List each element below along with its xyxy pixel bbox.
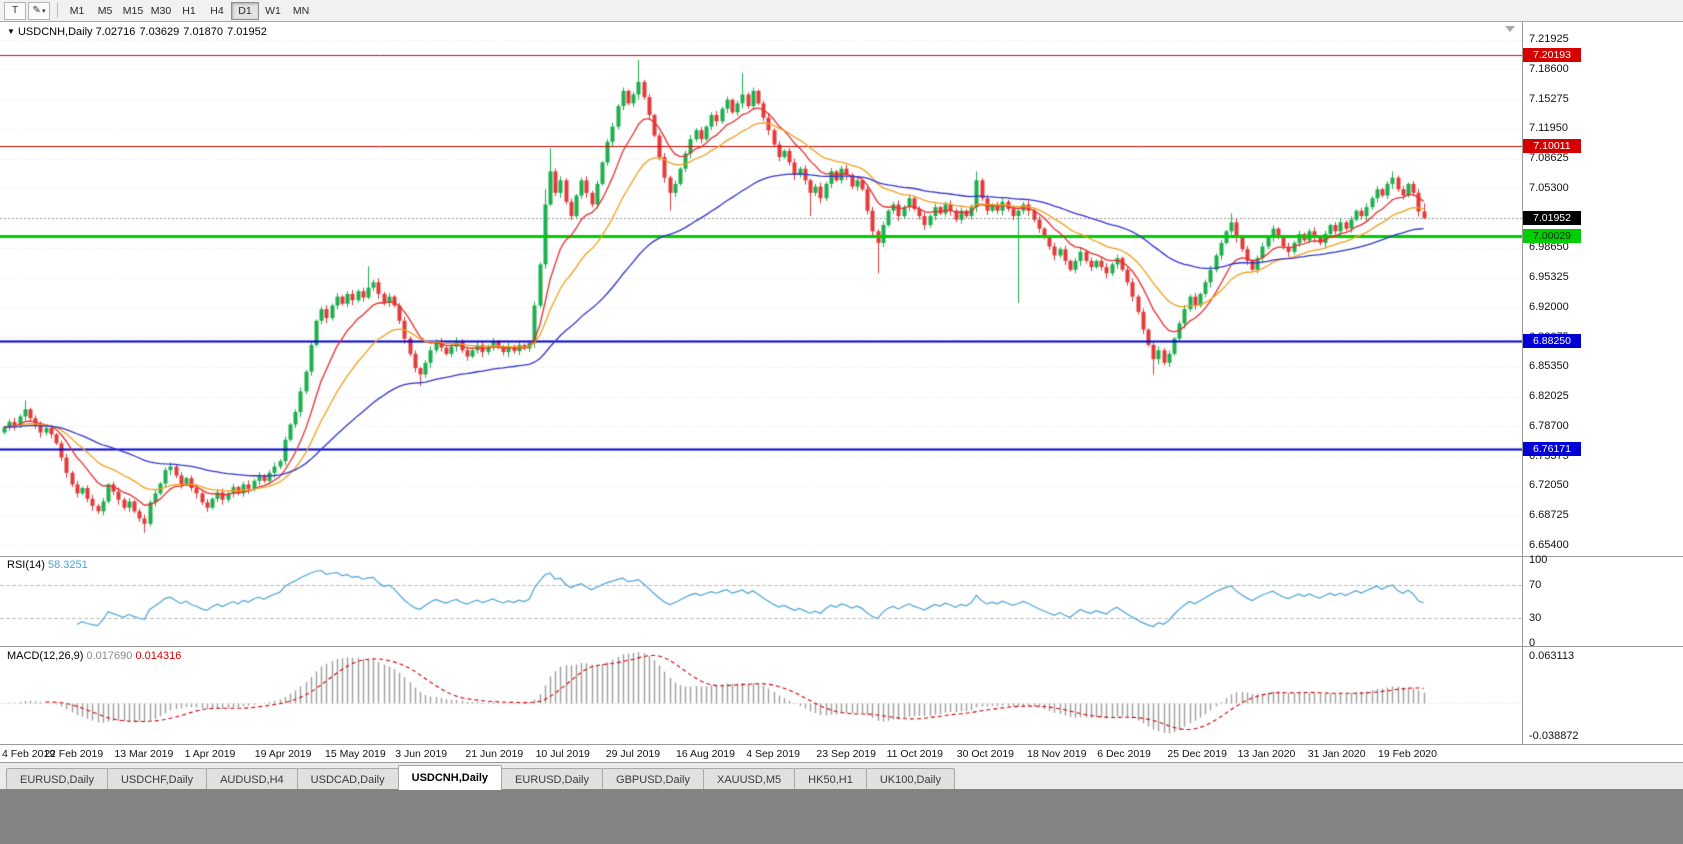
toolbar: T ✎ ▾ M1 M5 M15 M30 H1 H4 D1 W1 MN <box>0 0 1683 22</box>
chart-tab-1[interactable]: USDCHF,Daily <box>106 768 208 790</box>
price-tick-label: 6.95325 <box>1529 271 1569 284</box>
macd-indicator-label: MACD(12,26,9) 0.017690 0.014316 <box>7 650 181 662</box>
timeframe-button-m30[interactable]: M30 <box>150 4 172 17</box>
timeframe-button-m1[interactable]: M1 <box>69 4 85 17</box>
chart-shift-marker-icon <box>1505 26 1515 32</box>
draw-objects-button[interactable]: ✎ ▾ <box>28 1 50 20</box>
date-tick-label: 10 Jul 2019 <box>535 748 590 760</box>
window-bottom-strip <box>0 789 1683 844</box>
chevron-down-icon: ▾ <box>41 7 46 15</box>
macd-name: MACD(12,26,9) <box>7 650 84 662</box>
price-tick-label: 7.11950 <box>1529 122 1568 135</box>
chart-symbol-label: USDCNH,Daily <box>17 26 93 38</box>
timeframe-button-h1[interactable]: H1 <box>182 4 196 17</box>
chart-tab-4[interactable]: USDCNH,Daily <box>397 765 503 790</box>
main-chart-canvas[interactable] <box>0 22 1522 556</box>
date-tick-label: 18 Nov 2019 <box>1027 748 1087 760</box>
chart-tab-3[interactable]: USDCAD,Daily <box>296 768 399 790</box>
price-tick-label: 6.65400 <box>1529 538 1569 551</box>
date-tick-label: 22 Feb 2019 <box>44 748 104 760</box>
macd-main-value: 0.017690 <box>86 650 133 662</box>
rsi-tick-label: 70 <box>1529 579 1542 592</box>
time-axis[interactable]: 4 Feb 2019 22 Feb 2019 13 Mar 2019 1 Apr 20… <box>0 744 1683 763</box>
rsi-indicator-canvas[interactable] <box>0 557 1522 646</box>
timeframe-button-d1[interactable]: D1 <box>231 1 259 20</box>
date-tick-label: 15 May 2019 <box>325 748 386 760</box>
price-axis-divider <box>1522 22 1523 744</box>
price-tick-label: 6.92000 <box>1529 300 1569 313</box>
chart-tab-7[interactable]: XAUUSD,M5 <box>702 768 796 790</box>
timeframe-group: M1 M5 M15 M30 H1 H4 D1 W1 MN <box>63 1 315 20</box>
rsi-name: RSI(14) <box>7 559 45 571</box>
date-tick-label: 23 Sep 2019 <box>816 748 876 760</box>
template-button[interactable]: T <box>4 1 26 20</box>
price-level-badge: 6.76171 <box>1523 441 1581 456</box>
chart-tab-2[interactable]: AUDUSD,H4 <box>206 768 298 790</box>
timeframe-button-mn[interactable]: MN <box>292 4 310 17</box>
date-tick-label: 21 Jun 2019 <box>465 748 524 760</box>
chart-info-bar: ▼ USDCNH,Daily 7.02716 7.03629 7.01870 7… <box>7 26 268 38</box>
price-tick-label: 7.05300 <box>1529 181 1569 194</box>
chart-tab-9[interactable]: UK100,Daily <box>865 768 955 790</box>
macd-top-tick-label: 0.063113 <box>1529 650 1575 662</box>
chart-tab-6[interactable]: GBPUSD,Daily <box>602 768 704 790</box>
price-level-badge: 7.20193 <box>1523 48 1581 63</box>
date-tick-label: 19 Feb 2020 <box>1378 748 1437 760</box>
timeframe-button-w1[interactable]: W1 <box>265 4 281 17</box>
macd-signal-value: 0.014316 <box>135 650 182 662</box>
rsi-indicator-label: RSI(14) 58.3251 <box>7 559 88 571</box>
timeframe-button-m5[interactable]: M5 <box>97 4 113 17</box>
price-tick-label: 6.78700 <box>1529 419 1569 432</box>
date-tick-label: 30 Oct 2019 <box>956 748 1015 760</box>
chart-tab-bar: EURUSD,Daily USDCHF,Daily AUDUSD,H4 USDCAD,… <box>0 762 1683 790</box>
rsi-tick-label: 0 <box>1529 636 1536 649</box>
date-tick-label: 6 Dec 2019 <box>1097 748 1151 760</box>
date-tick-label: 31 Jan 2020 <box>1307 748 1366 760</box>
one-click-collapse-icon[interactable]: ▼ <box>7 27 15 36</box>
timeframe-button-m15[interactable]: M15 <box>122 4 144 17</box>
price-tick-label: 6.85350 <box>1529 360 1569 373</box>
ohlc-high: 7.03629 <box>139 26 180 38</box>
price-tick-label: 7.18600 <box>1529 62 1569 75</box>
toolbar-separator <box>57 3 58 18</box>
price-tick-label: 6.68725 <box>1529 509 1569 522</box>
date-tick-label: 16 Aug 2019 <box>676 748 735 760</box>
price-tick-label: 7.21925 <box>1529 33 1569 46</box>
macd-indicator-canvas[interactable] <box>0 647 1522 744</box>
macd-bottom-tick-label: -0.038872 <box>1529 730 1579 742</box>
ohlc-low: 7.01870 <box>183 26 224 38</box>
price-level-badge: 6.88250 <box>1523 333 1581 348</box>
panel-separator[interactable] <box>0 646 1683 647</box>
price-tick-label: 6.82025 <box>1529 390 1569 403</box>
date-tick-label: 13 Jan 2020 <box>1237 748 1296 760</box>
price-tick-label: 6.72050 <box>1529 479 1569 492</box>
rsi-tick-label: 30 <box>1529 611 1542 624</box>
chart-tab-5[interactable]: EURUSD,Daily <box>501 768 604 790</box>
date-tick-label: 1 Apr 2019 <box>184 748 236 760</box>
date-tick-label: 4 Feb 2019 <box>2 748 56 760</box>
date-tick-label: 25 Dec 2019 <box>1167 748 1227 760</box>
price-level-badge: 7.10011 <box>1523 139 1581 154</box>
date-tick-label: 4 Sep 2019 <box>746 748 800 760</box>
price-tick-label: 7.08625 <box>1529 152 1569 165</box>
ohlc-open: 7.02716 <box>95 26 136 38</box>
panel-separator[interactable] <box>0 556 1683 557</box>
rsi-value: 58.3251 <box>47 559 88 571</box>
current-price-badge: 7.01952 <box>1523 211 1581 226</box>
price-tick-label: 7.15275 <box>1529 92 1569 105</box>
chart-tab-8[interactable]: HK50,H1 <box>794 768 867 790</box>
price-level-badge: 7.00029 <box>1523 228 1581 243</box>
price-tick-label: 6.98650 <box>1529 241 1569 254</box>
date-tick-label: 13 Mar 2019 <box>114 748 174 760</box>
chart-tab-0[interactable]: EURUSD,Daily <box>6 768 108 790</box>
rsi-tick-label: 100 <box>1529 554 1548 567</box>
date-tick-label: 11 Oct 2019 <box>886 748 944 760</box>
ohlc-close: 7.01952 <box>227 26 267 38</box>
date-tick-label: 3 Jun 2019 <box>395 748 448 760</box>
pencil-icon: ✎ <box>32 5 41 16</box>
timeframe-button-h4[interactable]: H4 <box>210 4 224 17</box>
date-tick-label: 19 Apr 2019 <box>254 748 312 760</box>
date-tick-label: 29 Jul 2019 <box>605 748 661 760</box>
